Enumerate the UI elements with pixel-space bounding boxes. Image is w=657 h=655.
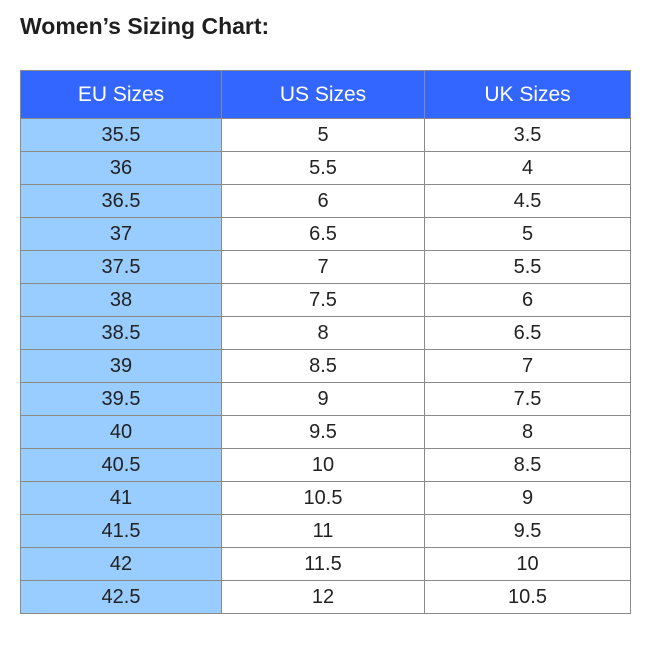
table-row: 39 8.5 7 [20, 349, 631, 383]
uk-size-cell: 5 [424, 217, 631, 251]
us-size-cell: 11 [221, 514, 425, 548]
table-header-row: EU Sizes US Sizes UK Sizes [20, 70, 631, 119]
us-size-cell: 8.5 [221, 349, 425, 383]
us-size-cell: 10 [221, 448, 425, 482]
uk-size-cell: 7.5 [424, 382, 631, 416]
uk-size-cell: 8 [424, 415, 631, 449]
table-row: 41.5 11 9.5 [20, 514, 631, 548]
table-row: 36 5.5 4 [20, 151, 631, 185]
table-row: 40 9.5 8 [20, 415, 631, 449]
uk-size-cell: 10.5 [424, 580, 631, 614]
us-size-cell: 5.5 [221, 151, 425, 185]
eu-size-cell: 39.5 [20, 382, 222, 416]
us-size-cell: 12 [221, 580, 425, 614]
uk-size-cell: 5.5 [424, 250, 631, 284]
table-row: 40.5 10 8.5 [20, 448, 631, 482]
table-row: 38 7.5 6 [20, 283, 631, 317]
uk-size-cell: 9.5 [424, 514, 631, 548]
us-size-cell: 8 [221, 316, 425, 350]
eu-size-cell: 38 [20, 283, 222, 317]
page-title: Women’s Sizing Chart: [20, 13, 270, 39]
table-row: 42 11.5 10 [20, 547, 631, 581]
uk-size-cell: 10 [424, 547, 631, 581]
table-row: 39.5 9 7.5 [20, 382, 631, 416]
eu-size-cell: 35.5 [20, 118, 222, 152]
eu-size-cell: 42.5 [20, 580, 222, 614]
header-us-sizes: US Sizes [221, 70, 425, 119]
eu-size-cell: 41.5 [20, 514, 222, 548]
us-size-cell: 11.5 [221, 547, 425, 581]
eu-size-cell: 36.5 [20, 184, 222, 218]
us-size-cell: 10.5 [221, 481, 425, 515]
us-size-cell: 6.5 [221, 217, 425, 251]
header-uk-sizes: UK Sizes [424, 70, 631, 119]
eu-size-cell: 40.5 [20, 448, 222, 482]
uk-size-cell: 4.5 [424, 184, 631, 218]
table-row: 35.5 5 3.5 [20, 118, 631, 152]
eu-size-cell: 42 [20, 547, 222, 581]
us-size-cell: 7 [221, 250, 425, 284]
eu-size-cell: 37.5 [20, 250, 222, 284]
uk-size-cell: 4 [424, 151, 631, 185]
uk-size-cell: 6.5 [424, 316, 631, 350]
table-row: 41 10.5 9 [20, 481, 631, 515]
table-row: 36.5 6 4.5 [20, 184, 631, 218]
uk-size-cell: 3.5 [424, 118, 631, 152]
eu-size-cell: 38.5 [20, 316, 222, 350]
us-size-cell: 5 [221, 118, 425, 152]
uk-size-cell: 6 [424, 283, 631, 317]
eu-size-cell: 37 [20, 217, 222, 251]
us-size-cell: 9 [221, 382, 425, 416]
eu-size-cell: 39 [20, 349, 222, 383]
us-size-cell: 9.5 [221, 415, 425, 449]
eu-size-cell: 40 [20, 415, 222, 449]
eu-size-cell: 36 [20, 151, 222, 185]
table-row: 42.5 12 10.5 [20, 580, 631, 614]
table-row: 37.5 7 5.5 [20, 250, 631, 284]
us-size-cell: 7.5 [221, 283, 425, 317]
sizing-table: EU Sizes US Sizes UK Sizes 35.5 5 3.5 36 5.5… [20, 70, 631, 614]
uk-size-cell: 9 [424, 481, 631, 515]
header-eu-sizes: EU Sizes [20, 70, 222, 119]
us-size-cell: 6 [221, 184, 425, 218]
uk-size-cell: 8.5 [424, 448, 631, 482]
table-row: 37 6.5 5 [20, 217, 631, 251]
table-body: 35.5 5 3.5 36 5.5 4 36.5 6 4.5 37 6.5 5 37.5 7 5.5 38 7.… [20, 118, 631, 614]
eu-size-cell: 41 [20, 481, 222, 515]
table-row: 38.5 8 6.5 [20, 316, 631, 350]
uk-size-cell: 7 [424, 349, 631, 383]
